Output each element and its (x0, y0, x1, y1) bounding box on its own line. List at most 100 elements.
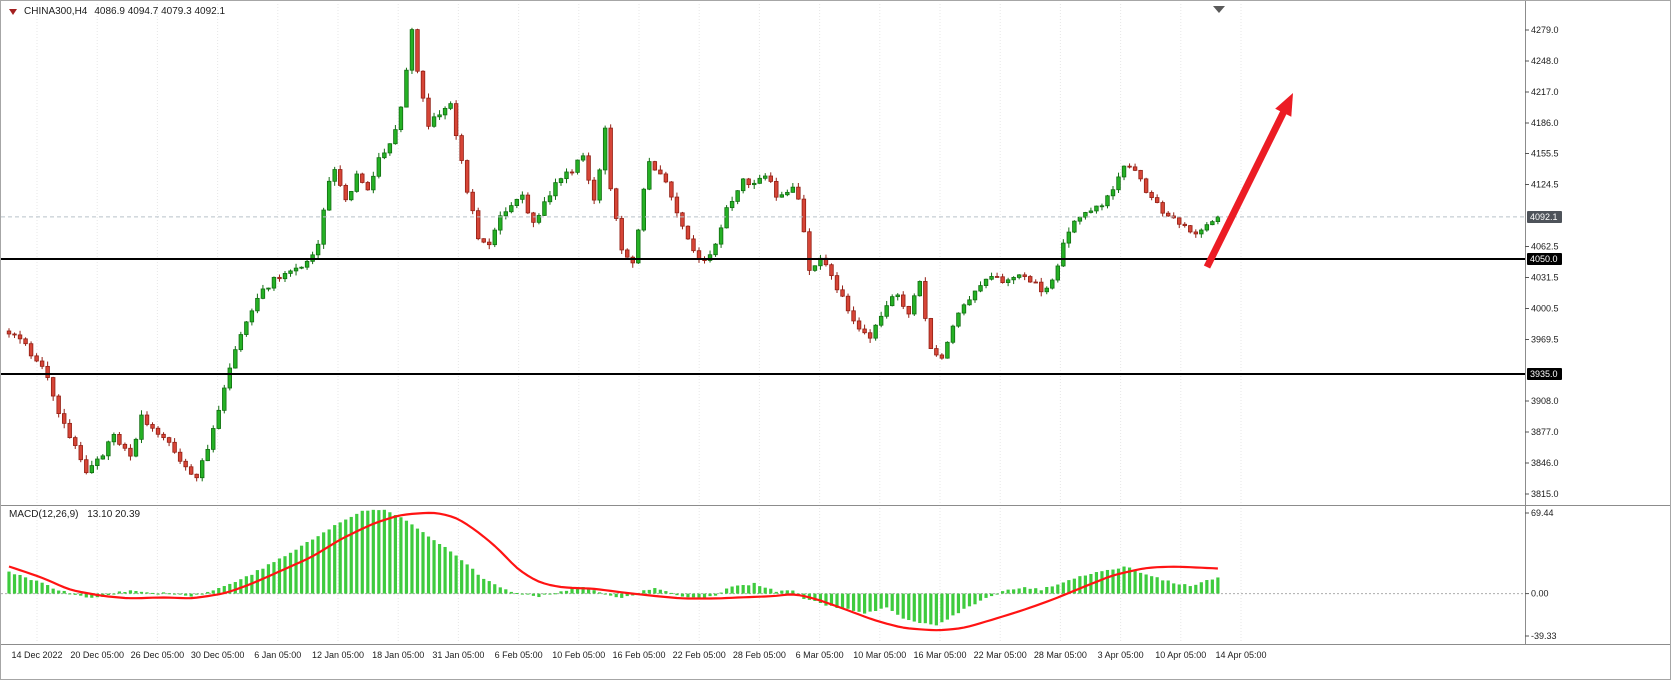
candle-body (740, 178, 746, 192)
candle-body (801, 198, 807, 233)
macd-histogram-bar (493, 584, 497, 594)
candle-body (724, 207, 729, 229)
macd-histogram-bar (774, 591, 778, 594)
candle-body (34, 355, 39, 362)
candle-body (735, 190, 740, 202)
candle-body (658, 169, 663, 175)
candle-body (553, 182, 558, 197)
candle-body (1033, 281, 1038, 284)
macd-histogram-bar (923, 593, 927, 624)
macd-histogram-bar (575, 587, 580, 594)
macd-histogram-bar (261, 568, 265, 594)
macd-histogram-bar (498, 587, 502, 594)
macd-histogram-bar (294, 549, 298, 594)
candle-body (266, 287, 271, 290)
macd-histogram-bar (344, 519, 348, 594)
macd-histogram-bar (1116, 568, 1121, 594)
macd-histogram-bar (145, 592, 149, 594)
candle-body (337, 169, 343, 186)
macd-histogram-bar (12, 574, 17, 594)
candle-body (161, 433, 166, 439)
trend-arrow-shaft[interactable] (1203, 107, 1289, 269)
candle-body (961, 304, 967, 314)
candle-body (928, 318, 934, 349)
macd-histogram-bar (780, 590, 784, 594)
macd-histogram-bar (653, 588, 657, 594)
macd-histogram-bar (1188, 586, 1192, 594)
macd-histogram-bar (1100, 571, 1104, 594)
macd-histogram-bar (1133, 570, 1137, 594)
trend-arrow-head[interactable] (1275, 93, 1293, 117)
candle-body (393, 129, 398, 145)
macd-histogram-bar (333, 525, 337, 594)
candle-body (851, 310, 856, 322)
macd-histogram-bar (421, 532, 425, 594)
macd-histogram-bar (1105, 569, 1110, 594)
macd-histogram-bar (382, 509, 386, 594)
macd-histogram-bar (984, 593, 988, 598)
candle-body (685, 225, 691, 240)
macd-histogram-bar (907, 593, 911, 621)
candle-body (525, 194, 531, 214)
chart-shift-marker-icon[interactable] (1213, 6, 1225, 13)
macd-histogram-bar (18, 574, 22, 594)
price-tick-label: 3908.0 (1531, 396, 1559, 406)
macd-histogram-bar (851, 593, 856, 611)
candle-body (28, 343, 34, 357)
macd-histogram-bar (454, 555, 458, 594)
candle-body (172, 441, 177, 453)
macd-histogram-bar (581, 587, 585, 594)
macd-histogram-bar (1111, 569, 1115, 594)
candle-body (139, 414, 144, 440)
macd-histogram-bar (1045, 586, 1049, 594)
macd-histogram-bar (564, 590, 569, 594)
candle-body (812, 265, 818, 271)
macd-histogram-bar (476, 574, 480, 594)
macd-histogram-bar (1083, 575, 1087, 594)
macd-histogram-bar (1023, 587, 1027, 594)
current-price-badge: 4092.1 (1527, 210, 1562, 223)
candle-body (934, 348, 939, 356)
macd-histogram-bar (736, 585, 740, 594)
time-tick-label: 28 Feb 05:00 (733, 650, 786, 660)
macd-histogram-bar (874, 593, 878, 612)
macd-histogram-bar (978, 593, 983, 601)
candle-body (790, 186, 796, 193)
macd-histogram-bar (708, 593, 712, 597)
macd-histogram-bar (277, 558, 282, 594)
macd-histogram-bar (195, 593, 199, 595)
macd-histogram-bar (206, 591, 210, 594)
candle-body (448, 103, 453, 109)
macd-histogram-bar (846, 593, 850, 609)
macd-histogram-bar (553, 593, 558, 595)
candle-body (437, 114, 442, 118)
candle-body (227, 367, 232, 389)
macd-histogram-bar (377, 510, 381, 594)
candle-body (188, 466, 194, 475)
macd-histogram-bar (504, 589, 508, 594)
macd-histogram-bar (1150, 576, 1154, 594)
candle-body (950, 325, 956, 343)
candle-body (84, 459, 89, 474)
macd-histogram-bar (669, 592, 673, 594)
macd-histogram-bar (829, 593, 834, 606)
macd-histogram-bar (658, 589, 662, 594)
candle-body (547, 195, 553, 203)
candle-body (205, 448, 210, 462)
macd-histogram-bar (90, 593, 94, 598)
macd-histogram-bar (763, 587, 767, 594)
candle-body (475, 210, 481, 240)
macd-histogram-bar (791, 590, 795, 594)
macd-histogram-bar (266, 564, 271, 594)
candle-body (614, 188, 619, 219)
macd-histogram-bar (719, 592, 723, 594)
candle-body (652, 161, 658, 171)
candle-body (768, 175, 773, 182)
candle-body (906, 305, 911, 315)
macd-histogram-bar (1205, 580, 1209, 594)
macd-histogram-bar (1028, 588, 1032, 594)
candle-body (663, 173, 669, 183)
macd-histogram-bar (951, 593, 955, 616)
